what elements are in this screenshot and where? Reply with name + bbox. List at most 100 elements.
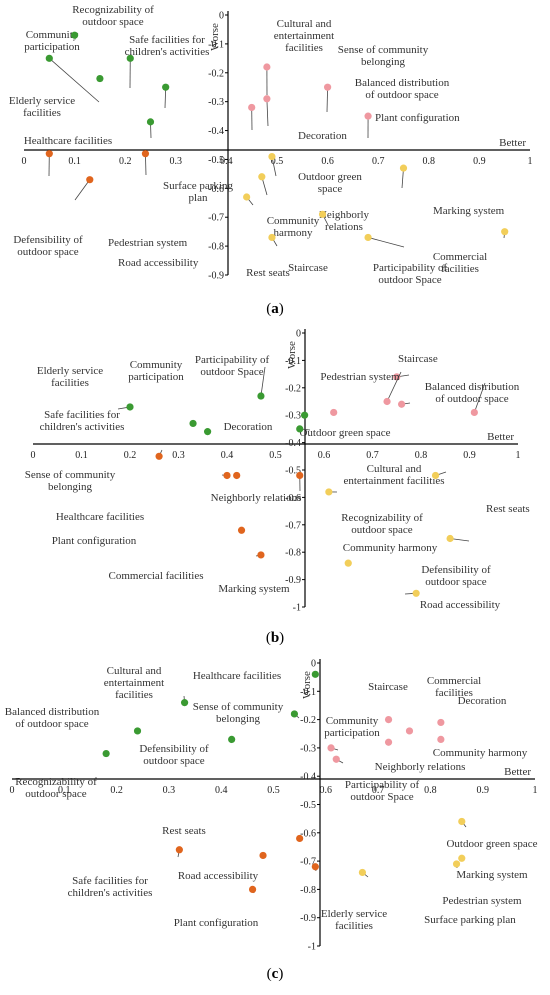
x-tick-label: 1: [533, 785, 538, 796]
point-label: Recognizability of: [341, 512, 423, 524]
data-point: [258, 173, 266, 181]
data-point-group: Commercial facilities: [109, 526, 246, 582]
x-tick-label: 0.7: [366, 450, 379, 461]
data-point-group: Community harmony: [433, 735, 528, 759]
point-label: outdoor Space: [378, 274, 441, 286]
leader-line: [367, 237, 405, 248]
data-point: [96, 74, 104, 83]
x-tick-label: 0.2: [119, 156, 132, 167]
data-point-group: Pedestrian system: [108, 150, 188, 249]
x-tick-label: 0.9: [473, 156, 486, 167]
data-point: [437, 735, 445, 744]
x-tick-label: 0.4: [221, 450, 234, 461]
data-point: [133, 727, 142, 735]
x-tick-label: 0.3: [170, 156, 183, 167]
point-label: Recognizability of: [72, 4, 154, 16]
x-tick-label: 0.6: [318, 450, 331, 461]
point-label: of outdoor space: [15, 718, 88, 730]
point-label: Decoration: [298, 130, 347, 142]
data-point-group: Marking system: [399, 164, 505, 217]
point-label: Surface parking plan: [424, 914, 516, 926]
data-point: [296, 425, 304, 433]
data-point: [358, 868, 367, 877]
point-label: Road accessibility: [178, 870, 259, 882]
y-tick-label: -0.8: [300, 885, 316, 896]
point-label: Elderly service: [321, 908, 387, 920]
data-point-group: Staircase: [288, 210, 329, 274]
data-point: [141, 150, 150, 158]
point-label: facilities: [441, 263, 479, 275]
data-point: [71, 31, 79, 39]
point-label: Rest seats: [246, 267, 290, 279]
point-label: Participability of: [195, 354, 270, 366]
x-tick-label: 0.3: [172, 450, 185, 461]
point-label: facilities: [335, 920, 373, 932]
y-axis-label: Worse: [286, 341, 298, 369]
x-tick-label: 0.6: [321, 156, 334, 167]
data-point: [248, 103, 256, 112]
point-label: Marking system: [433, 205, 505, 217]
point-label: Rest seats: [162, 825, 206, 837]
point-label: belonging: [361, 56, 405, 68]
data-point-group: Healthcare facilities: [56, 471, 231, 523]
point-label: Decoration: [224, 421, 273, 433]
data-point-group: Pedestrian system: [442, 860, 522, 907]
point-label: Safe facilities for: [129, 34, 205, 46]
point-label: Outdoor green: [298, 171, 362, 183]
data-point: [204, 428, 212, 436]
data-point: [452, 860, 461, 868]
point-label: outdoor space: [17, 246, 79, 258]
point-label: Decoration: [458, 695, 507, 707]
y-tick-label: -0.4: [300, 772, 316, 783]
y-tick-label: -0.1: [208, 39, 224, 50]
point-label: Outdoor green space: [299, 427, 390, 439]
data-point: [259, 851, 267, 860]
data-point: [189, 419, 197, 428]
y-tick-label: 0: [296, 329, 301, 340]
point-label: Surface parking: [163, 180, 233, 192]
data-point: [257, 392, 265, 400]
point-label: plan: [189, 192, 208, 204]
x-tick-label: 0.2: [124, 450, 137, 461]
data-point: [318, 210, 327, 218]
chart-panel-c: 0 0.1 0.2 0.3 0.4 0.5 0.6 0.7 0.8 0.9 1 0 -0.1 -0.2 -0…: [5, 659, 538, 983]
data-point-group: Marking system: [456, 854, 528, 881]
point-label: Community: [130, 359, 183, 371]
y-axis-label: Worse: [209, 23, 221, 51]
data-point-group: Decoration: [263, 95, 347, 142]
point-label: Outdoor green space: [446, 838, 537, 850]
data-point: [268, 152, 276, 161]
x-tick-label: 0.1: [75, 450, 88, 461]
point-label: Commercial: [433, 251, 487, 263]
x-tick-label: 0.8: [415, 450, 428, 461]
point-label: children's activities: [68, 887, 153, 899]
point-label: Commercial: [427, 675, 481, 687]
point-label: entertainment: [104, 677, 164, 689]
point-label: outdoor space: [425, 576, 487, 588]
data-point: [470, 408, 478, 417]
y-tick-label: -0.7: [285, 520, 301, 531]
y-tick-label: -0.3: [300, 743, 316, 754]
point-label: Community: [26, 29, 79, 41]
data-point: [399, 164, 408, 172]
point-label: Plant configuration: [174, 917, 259, 929]
point-label: outdoor Space: [200, 366, 263, 378]
data-point: [327, 744, 335, 752]
data-point: [364, 112, 372, 120]
data-point: [86, 176, 94, 184]
x-tick-label: 0.4: [220, 156, 233, 167]
point-label: Elderly service: [37, 365, 103, 377]
y-tick-label: -0.8: [285, 548, 301, 559]
leader-line: [49, 58, 100, 103]
